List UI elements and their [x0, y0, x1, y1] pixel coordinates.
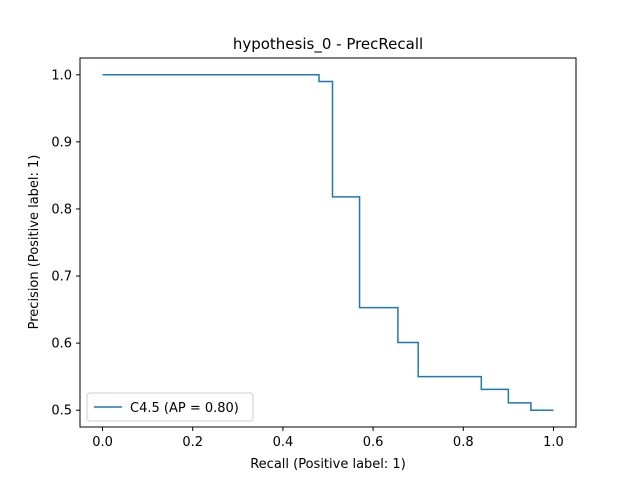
x-tick-label: 0.0 [92, 435, 113, 450]
legend-series-label: C4.5 (AP = 0.80) [130, 401, 239, 416]
legend-frame [86, 392, 254, 422]
series-group [102, 74, 554, 411]
x-tick-label: 0.2 [182, 435, 203, 450]
x-axis-ticks: 0.0 0.2 0.4 0.6 0.8 1.0 [92, 427, 564, 450]
y-tick-label: 0.7 [51, 270, 72, 285]
x-tick-label: 0.6 [363, 435, 384, 450]
y-tick-label: 0.5 [51, 404, 72, 419]
legend: C4.5 (AP = 0.80) [86, 392, 254, 422]
y-axis-label: Precision (Positive label: 1) [27, 155, 42, 330]
x-tick-label: 0.8 [453, 435, 474, 450]
x-axis-label: Recall (Positive label: 1) [250, 457, 406, 472]
x-tick-label: 0.4 [273, 435, 294, 450]
chart-title: hypothesis_0 - PrecRecall [233, 35, 423, 54]
y-axis-ticks: 0.5 0.6 0.7 0.8 0.9 1.0 [51, 68, 80, 419]
series-line [102, 74, 554, 411]
plot-frame [79, 57, 577, 428]
x-tick-label: 1.0 [543, 435, 564, 450]
y-tick-label: 0.8 [51, 202, 72, 217]
y-tick-label: 1.0 [51, 68, 72, 83]
plot-area [79, 57, 577, 428]
y-tick-label: 0.9 [51, 135, 72, 150]
y-tick-label: 0.6 [51, 337, 72, 352]
